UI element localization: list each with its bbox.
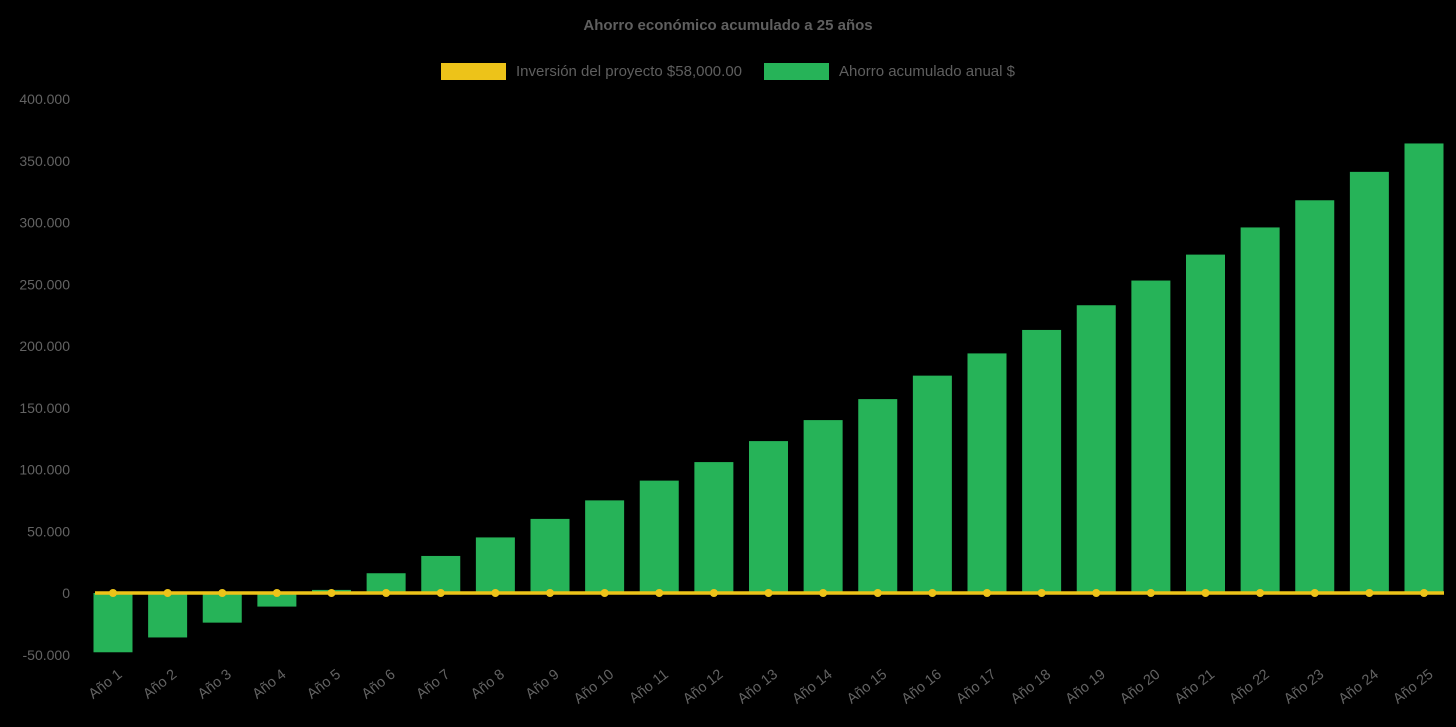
svg-text:400.000: 400.000 [19,91,70,107]
svg-text:Año 16: Año 16 [899,667,945,708]
svg-text:Año 18: Año 18 [1008,667,1054,708]
bar[interactable] [1076,305,1116,593]
svg-text:Año 17: Año 17 [953,667,999,708]
svg-text:Año 19: Año 19 [1063,667,1109,708]
bar[interactable] [1404,143,1444,593]
svg-text:-50.000: -50.000 [23,647,71,663]
legend-swatch-investment-icon [441,63,507,80]
bar[interactable] [967,353,1007,593]
bar[interactable] [93,593,133,653]
svg-text:200.000: 200.000 [19,338,70,354]
bar[interactable] [1022,329,1062,593]
svg-text:100.000: 100.000 [19,462,70,478]
bar[interactable] [1295,200,1335,593]
svg-text:Año 15: Año 15 [844,667,890,708]
bar[interactable] [803,420,843,593]
bar[interactable] [530,518,570,593]
bar[interactable] [421,555,461,593]
bar[interactable] [585,500,625,593]
svg-text:350.000: 350.000 [19,153,70,169]
svg-text:50.000: 50.000 [27,523,70,539]
bar[interactable] [639,480,679,593]
svg-text:Año 10: Año 10 [571,667,617,708]
legend-item-investment[interactable]: Inversión del proyecto $58,000.00 [441,63,742,80]
x-axis-labels: Año 1 Año 2 Año 3 Año 4 Año 5 Año 6 Año 7 Año 8… [86,667,1437,708]
chart-title: Ahorro económico acumulado a 25 años [583,17,873,34]
bars-group[interactable] [93,143,1444,653]
svg-text:Año 9: Año 9 [523,667,563,703]
svg-text:Año 25: Año 25 [1390,667,1436,708]
svg-text:Año 14: Año 14 [790,667,836,708]
svg-text:Año 3: Año 3 [195,667,235,703]
svg-text:150.000: 150.000 [19,400,70,416]
bar[interactable] [1131,280,1171,593]
svg-text:Año 4: Año 4 [250,667,290,703]
svg-text:Año 24: Año 24 [1336,667,1382,708]
svg-text:Año 21: Año 21 [1172,667,1218,708]
bar[interactable] [257,593,297,607]
legend-item-savings[interactable]: Ahorro acumulado anual $ [764,63,1015,80]
svg-text:Año 23: Año 23 [1281,667,1327,708]
svg-text:0: 0 [62,585,70,601]
svg-text:300.000: 300.000 [19,215,70,231]
chart-legend: Inversión del proyecto $58,000.00 Ahorro… [0,63,1456,80]
svg-text:Año 5: Año 5 [304,667,344,703]
svg-text:Año 2: Año 2 [140,667,180,703]
svg-text:Año 1: Año 1 [86,667,126,703]
svg-text:250.000: 250.000 [19,276,70,292]
investment-line[interactable] [95,589,1444,597]
svg-text:Año 12: Año 12 [680,667,726,708]
bar[interactable] [694,462,734,593]
bar[interactable] [202,593,242,623]
bar[interactable] [1240,227,1280,593]
legend-swatch-savings-icon [764,63,830,80]
svg-text:Año 22: Año 22 [1227,667,1273,708]
svg-text:Año 6: Año 6 [359,667,399,703]
bar[interactable] [912,375,952,593]
svg-text:Año 13: Año 13 [735,667,781,708]
bar[interactable] [858,399,898,593]
svg-text:Año 8: Año 8 [468,667,508,703]
bar[interactable] [1186,254,1225,594]
bar[interactable] [475,537,515,593]
bar[interactable] [749,441,788,593]
svg-text:Año 20: Año 20 [1117,667,1163,708]
legend-label-savings: Ahorro acumulado anual $ [839,63,1015,80]
legend-label-investment: Inversión del proyecto $58,000.00 [516,63,743,80]
bar[interactable] [148,593,188,638]
bar[interactable] [1349,171,1389,594]
svg-text:Año 7: Año 7 [413,667,453,703]
svg-text:Año 11: Año 11 [626,667,671,707]
bar[interactable] [366,573,406,593]
y-axis-labels: -50.000 0 50.000 100.000 150.000 200.000 250.0… [19,91,70,663]
